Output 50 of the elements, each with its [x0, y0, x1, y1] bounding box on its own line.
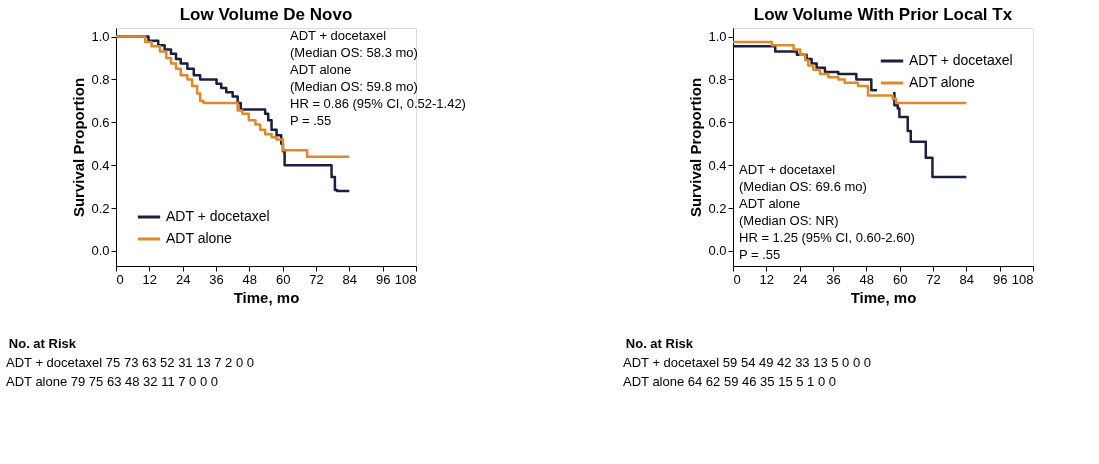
x-tick-label: 12 — [759, 271, 775, 287]
x-tick-label: 84 — [959, 271, 975, 287]
text: No. at Risk — [8, 336, 77, 351]
y-tick-label: 0.8 — [708, 71, 727, 87]
y-axis-title: Survival Proportion — [70, 77, 88, 218]
annotation: ADT + docetaxel (Median OS: 69.6 mo) ADT alone (Median OS: NR) HR = 1.25 (95% CI, 0.60-2.60) P = .55 — [739, 161, 915, 262]
text: ADT + docetaxel 75 73 63 52 31 13 7 2 0 0 — [6, 355, 255, 370]
text: ADT alone 64 62 59 46 35 15 5 1 0 0 — [623, 374, 836, 389]
x-tick-label: 60 — [892, 271, 908, 287]
y-tick-label: 0.4 — [91, 157, 110, 173]
x-tick-label: 108 — [394, 271, 417, 287]
legend-label: ADT + docetaxel — [166, 208, 270, 224]
chart-title: Low Volume De Novo — [179, 5, 353, 24]
text: ADT + docetaxel 59 54 49 42 33 13 5 0 0 0 — [623, 355, 872, 370]
x-tick-label: 96 — [992, 271, 1008, 287]
legend-label: ADT alone — [909, 74, 976, 90]
x-tick-label: 48 — [859, 271, 875, 287]
y-tick-label: 0.6 — [708, 114, 727, 130]
annotation: ADT + docetaxel (Median OS: 58.3 mo) ADT alone (Median OS: 59.8 mo) HR = 0.86 (95% CI, 0.52-1.42) P = .55 — [290, 28, 466, 128]
x-tick-label: 24 — [792, 271, 808, 287]
x-tick-label: 108 — [1011, 271, 1034, 287]
y-tick-label: 0.2 — [708, 200, 727, 216]
y-tick-label: 0.4 — [708, 157, 727, 173]
y-tick-label: 1.0 — [708, 29, 727, 45]
y-tick-label: 0.0 — [708, 243, 727, 259]
x-tick-label: 0 — [116, 271, 124, 287]
x-tick-label: 96 — [375, 271, 391, 287]
x-tick-label: 60 — [275, 271, 291, 287]
y-tick-label: 0.2 — [91, 200, 110, 216]
x-tick-label: 36 — [209, 271, 224, 287]
y-tick-label: 1.0 — [91, 29, 110, 45]
x-tick-label: 48 — [242, 271, 258, 287]
x-tick-label: 36 — [826, 271, 841, 287]
x-axis-title: Time, mo — [850, 288, 917, 306]
y-axis-title: Survival Proportion — [687, 77, 705, 218]
x-tick-label: 84 — [342, 271, 358, 287]
text: No. at Risk — [625, 336, 694, 351]
x-tick-label: 72 — [309, 271, 324, 287]
legend-label: ADT alone — [166, 230, 233, 246]
x-tick-label: 72 — [926, 271, 941, 287]
y-tick-label: 0.0 — [91, 243, 110, 259]
y-tick-label: 0.6 — [91, 114, 110, 130]
chart-title: Low Volume With Prior Local Tx — [753, 5, 1013, 24]
x-tick-label: 0 — [733, 271, 741, 287]
x-axis-title: Time, mo — [233, 288, 300, 306]
text: ADT alone 79 75 63 48 32 11 7 0 0 0 — [6, 374, 219, 389]
legend-label: ADT + docetaxel — [909, 52, 1013, 68]
x-tick-label: 24 — [175, 271, 191, 287]
x-tick-label: 12 — [142, 271, 158, 287]
y-tick-label: 0.8 — [91, 71, 110, 87]
